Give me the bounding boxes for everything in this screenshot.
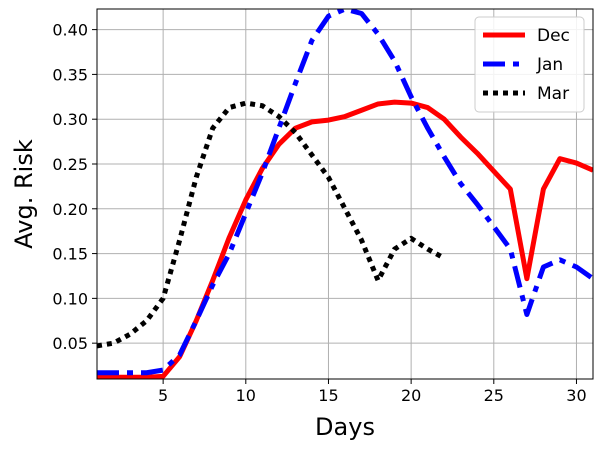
y-tick-label: 0.40 <box>52 21 88 40</box>
y-tick-label: 0.30 <box>52 110 88 129</box>
plot-area-frame <box>96 8 594 380</box>
y-tick-label: 0.25 <box>52 155 88 174</box>
x-axis-label: Days <box>315 413 375 441</box>
axis-ticks: 5 10 15 20 25 30 0.05 0.10 0.15 0.20 0.25 0.30 0.35 0… <box>52 21 586 405</box>
data-series <box>97 9 593 379</box>
x-tick-label: 5 <box>158 386 168 405</box>
legend-label-jan: Jan <box>536 55 563 75</box>
x-tick-label: 30 <box>566 386 586 405</box>
y-tick-label: 0.15 <box>52 245 88 264</box>
x-tick-label: 15 <box>318 386 338 405</box>
series-line-jan <box>97 9 593 376</box>
y-axis-label: Avg. Risk <box>10 139 38 249</box>
y-tick-label: 0.20 <box>52 200 88 219</box>
series-line-mar <box>97 100 446 349</box>
x-tick-label: 20 <box>401 386 421 405</box>
legend-box <box>474 16 585 113</box>
x-tick-label: 25 <box>484 386 504 405</box>
legend-label-dec: Dec <box>537 26 570 46</box>
chart-legend: Dec Jan Mar <box>474 16 585 113</box>
series-line-dec <box>97 99 593 379</box>
y-tick-label: 0.05 <box>52 334 88 353</box>
x-tick-label: 10 <box>236 386 256 405</box>
y-tick-label: 0.10 <box>52 289 88 308</box>
y-tick-label: 0.35 <box>52 65 88 84</box>
legend-label-mar: Mar <box>537 84 569 104</box>
